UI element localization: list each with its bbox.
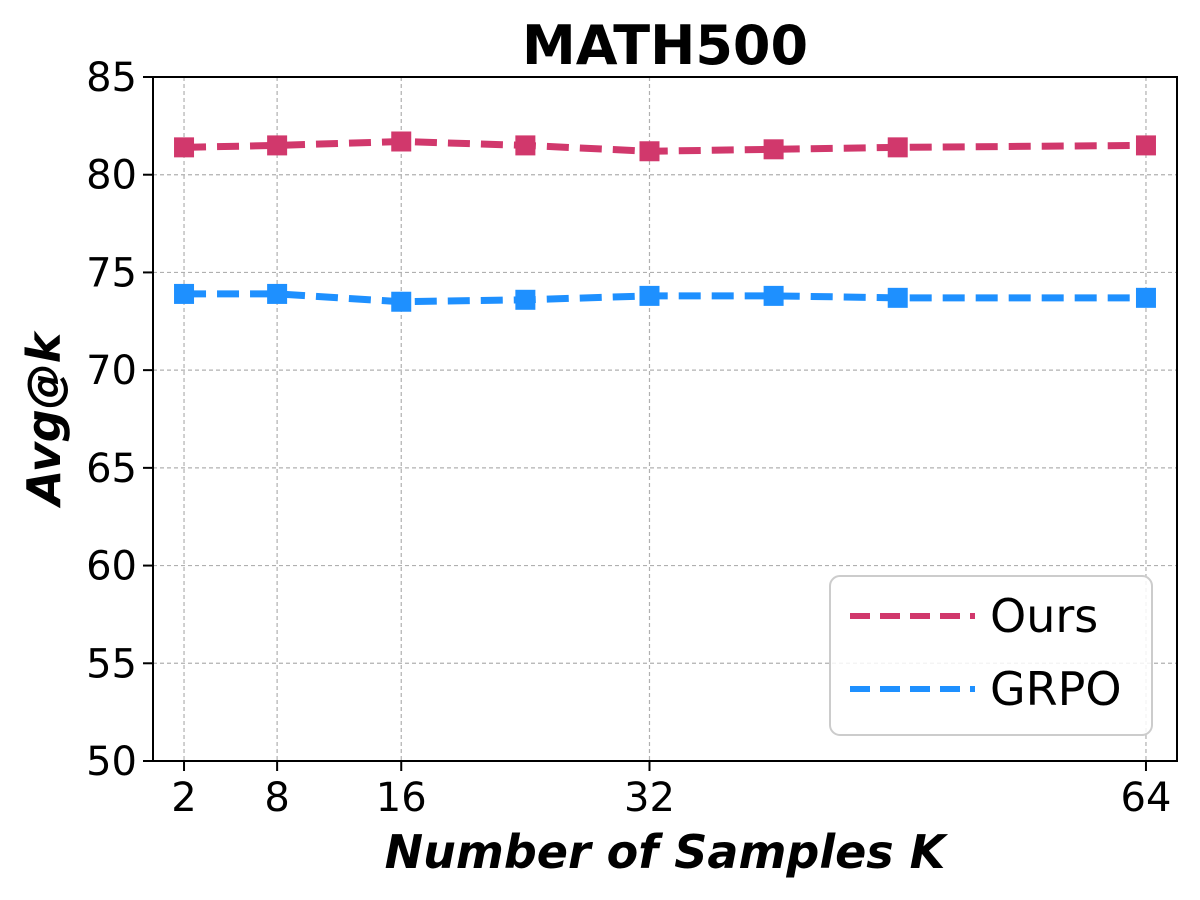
y-tick-label-70: 70 bbox=[86, 348, 137, 394]
x-tick-label-64: 64 bbox=[1121, 775, 1172, 821]
data-point-grpo-1 bbox=[267, 283, 288, 304]
x-tick-label-2: 2 bbox=[171, 775, 196, 821]
x-tick-label-32: 32 bbox=[624, 775, 675, 821]
y-tick-label-65: 65 bbox=[86, 446, 137, 492]
series-line-ours bbox=[183, 137, 1146, 155]
data-point-ours-7 bbox=[1135, 135, 1156, 156]
y-tick-label-55: 55 bbox=[86, 641, 137, 687]
x-tick-label-16: 16 bbox=[376, 775, 427, 821]
chart-title: MATH500 bbox=[522, 14, 808, 77]
data-point-ours-2 bbox=[391, 131, 412, 152]
x-tick-label-8: 8 bbox=[264, 775, 289, 821]
data-point-grpo-6 bbox=[887, 287, 908, 308]
legend-label-grpo: GRPO bbox=[990, 662, 1122, 716]
legend: Ours GRPO bbox=[829, 575, 1153, 736]
data-point-grpo-7 bbox=[1135, 287, 1156, 308]
data-point-grpo-5 bbox=[763, 285, 784, 306]
series-layer bbox=[174, 131, 1156, 312]
legend-label-ours: Ours bbox=[990, 589, 1098, 643]
y-tick-label-50: 50 bbox=[86, 739, 137, 785]
data-point-grpo-2 bbox=[391, 291, 412, 312]
data-point-ours-0 bbox=[174, 137, 195, 158]
data-point-ours-3 bbox=[515, 135, 536, 156]
data-point-grpo-0 bbox=[174, 283, 195, 304]
y-axis-title: Avg@k bbox=[17, 330, 71, 508]
data-point-grpo-4 bbox=[639, 285, 660, 306]
data-point-ours-4 bbox=[639, 141, 660, 162]
data-point-ours-1 bbox=[267, 135, 288, 156]
series-line-grpo bbox=[184, 290, 1146, 306]
y-tick-label-60: 60 bbox=[86, 544, 137, 590]
y-tick-label-80: 80 bbox=[86, 153, 137, 199]
data-point-ours-5 bbox=[763, 139, 784, 160]
y-tick-label-85: 85 bbox=[86, 55, 137, 101]
data-point-ours-6 bbox=[887, 137, 908, 158]
y-tick-label-75: 75 bbox=[86, 250, 137, 296]
tick-layer: 50 55 60 65 70 75 80 85 2 8 16 32 64 bbox=[86, 55, 1171, 821]
data-point-grpo-3 bbox=[515, 289, 536, 310]
x-axis-title: Number of Samples K bbox=[385, 825, 949, 879]
plot-frame bbox=[152, 76, 1178, 762]
